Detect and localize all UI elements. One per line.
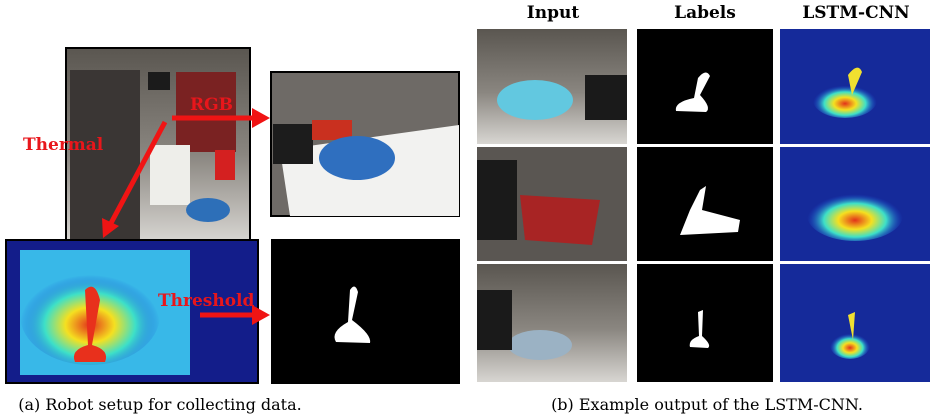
rgb-label: RGB bbox=[190, 95, 233, 115]
column-header: Labels bbox=[674, 3, 736, 23]
thermal-label: Thermal bbox=[23, 135, 104, 155]
threshold-label: Threshold bbox=[158, 291, 255, 311]
column-header: LSTM-CNN bbox=[802, 3, 909, 23]
caption-b: (b) Example output of the LSTM-CNN. bbox=[551, 395, 863, 414]
rgb-photo bbox=[271, 72, 459, 216]
thermal-image bbox=[6, 240, 258, 383]
threshold-image bbox=[272, 240, 459, 383]
lstm-cnn-images bbox=[780, 29, 930, 382]
caption-a: (a) Robot setup for collecting data. bbox=[18, 395, 301, 414]
input-images bbox=[477, 29, 627, 382]
column-header: Input bbox=[527, 3, 580, 23]
figure: RGB Thermal Threshold (a) Robot setup fo… bbox=[0, 0, 943, 418]
label-images bbox=[637, 29, 773, 382]
